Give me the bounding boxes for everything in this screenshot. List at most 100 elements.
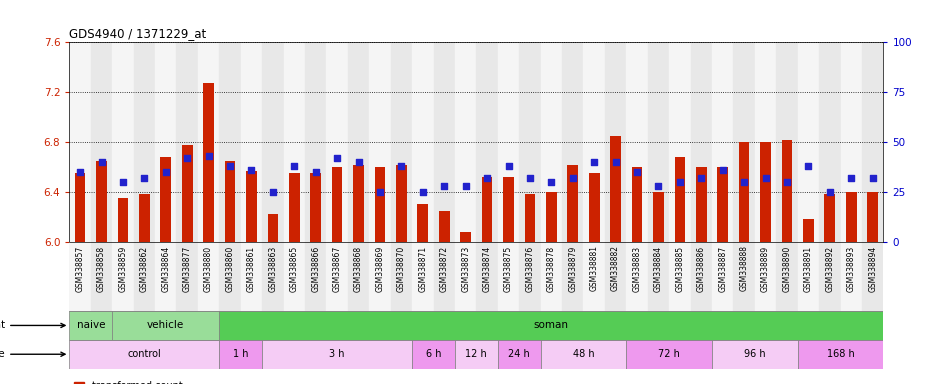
Text: GDS4940 / 1371229_at: GDS4940 / 1371229_at	[69, 26, 206, 40]
Bar	[841, 42, 862, 242]
Bar	[96, 161, 107, 242]
Text: soman: soman	[534, 320, 569, 331]
Bar	[540, 242, 562, 311]
Bar	[562, 242, 584, 311]
Bar	[797, 340, 883, 369]
Bar	[438, 211, 450, 242]
Bar	[240, 42, 262, 242]
Point	[865, 175, 880, 181]
Point	[394, 163, 409, 169]
Bar	[417, 205, 428, 242]
Point	[116, 179, 130, 185]
Bar	[139, 195, 150, 242]
Bar	[434, 42, 455, 242]
Bar	[225, 161, 235, 242]
Bar	[712, 242, 734, 311]
Point	[308, 169, 323, 175]
Bar	[540, 42, 562, 242]
Point	[352, 159, 366, 165]
Text: GSM338868: GSM338868	[354, 245, 363, 291]
Bar	[133, 242, 155, 311]
Text: GSM338865: GSM338865	[290, 245, 299, 291]
Bar	[755, 42, 776, 242]
Point	[651, 183, 666, 189]
Bar	[797, 242, 820, 311]
Text: GSM338887: GSM338887	[718, 245, 727, 291]
Bar	[712, 42, 734, 242]
Text: naive: naive	[77, 320, 105, 331]
Bar	[482, 177, 492, 242]
Text: GSM338860: GSM338860	[226, 245, 235, 291]
Bar	[605, 42, 626, 242]
Text: vehicle: vehicle	[147, 320, 184, 331]
Bar	[755, 242, 776, 311]
Bar	[691, 242, 712, 311]
Point	[609, 159, 623, 165]
Bar	[117, 198, 129, 242]
Point	[458, 183, 473, 189]
Text: GSM338878: GSM338878	[547, 245, 556, 291]
Bar	[862, 42, 883, 242]
Bar	[177, 42, 198, 242]
Bar	[503, 177, 514, 242]
Bar	[240, 242, 262, 311]
Bar	[648, 242, 669, 311]
Text: 96 h: 96 h	[744, 349, 766, 359]
Point	[179, 155, 194, 161]
Point	[844, 175, 858, 181]
Bar	[413, 42, 434, 242]
Bar	[390, 42, 413, 242]
Bar	[841, 242, 862, 311]
Bar	[610, 136, 621, 242]
Text: GSM338886: GSM338886	[697, 245, 706, 291]
Bar	[734, 42, 755, 242]
Bar	[69, 340, 219, 369]
Bar	[718, 167, 728, 242]
Bar	[369, 42, 390, 242]
Bar	[519, 242, 540, 311]
Bar	[289, 173, 300, 242]
Point	[523, 175, 537, 181]
Bar	[198, 242, 219, 311]
Bar	[219, 42, 240, 242]
Text: 12 h: 12 h	[465, 349, 487, 359]
Point	[265, 189, 280, 195]
Bar	[648, 42, 669, 242]
Bar	[91, 42, 112, 242]
Text: time: time	[0, 349, 65, 359]
Bar	[868, 192, 878, 242]
Bar	[824, 195, 835, 242]
Bar	[669, 242, 691, 311]
Text: GSM338890: GSM338890	[783, 245, 792, 291]
Text: 48 h: 48 h	[573, 349, 594, 359]
Text: 168 h: 168 h	[827, 349, 855, 359]
Point	[801, 163, 816, 169]
Bar	[626, 242, 647, 311]
Text: GSM338870: GSM338870	[397, 245, 406, 291]
Bar	[198, 42, 219, 242]
Bar	[133, 42, 155, 242]
Bar	[284, 242, 305, 311]
Bar	[776, 42, 797, 242]
Point	[94, 159, 109, 165]
Text: GSM338867: GSM338867	[333, 245, 341, 291]
Text: GSM338879: GSM338879	[568, 245, 577, 291]
Bar	[155, 42, 177, 242]
Bar	[348, 242, 369, 311]
Bar	[75, 173, 85, 242]
Bar	[626, 340, 712, 369]
Bar	[267, 215, 278, 242]
Bar	[219, 340, 262, 369]
Bar	[219, 311, 883, 340]
Bar	[348, 42, 369, 242]
Bar	[626, 42, 647, 242]
Bar	[498, 340, 540, 369]
Bar	[797, 42, 820, 242]
Bar	[476, 242, 498, 311]
Text: GSM338880: GSM338880	[204, 245, 213, 291]
Bar	[112, 311, 219, 340]
Point	[780, 179, 795, 185]
Bar	[413, 340, 455, 369]
Point	[202, 153, 216, 159]
Bar	[461, 232, 471, 242]
